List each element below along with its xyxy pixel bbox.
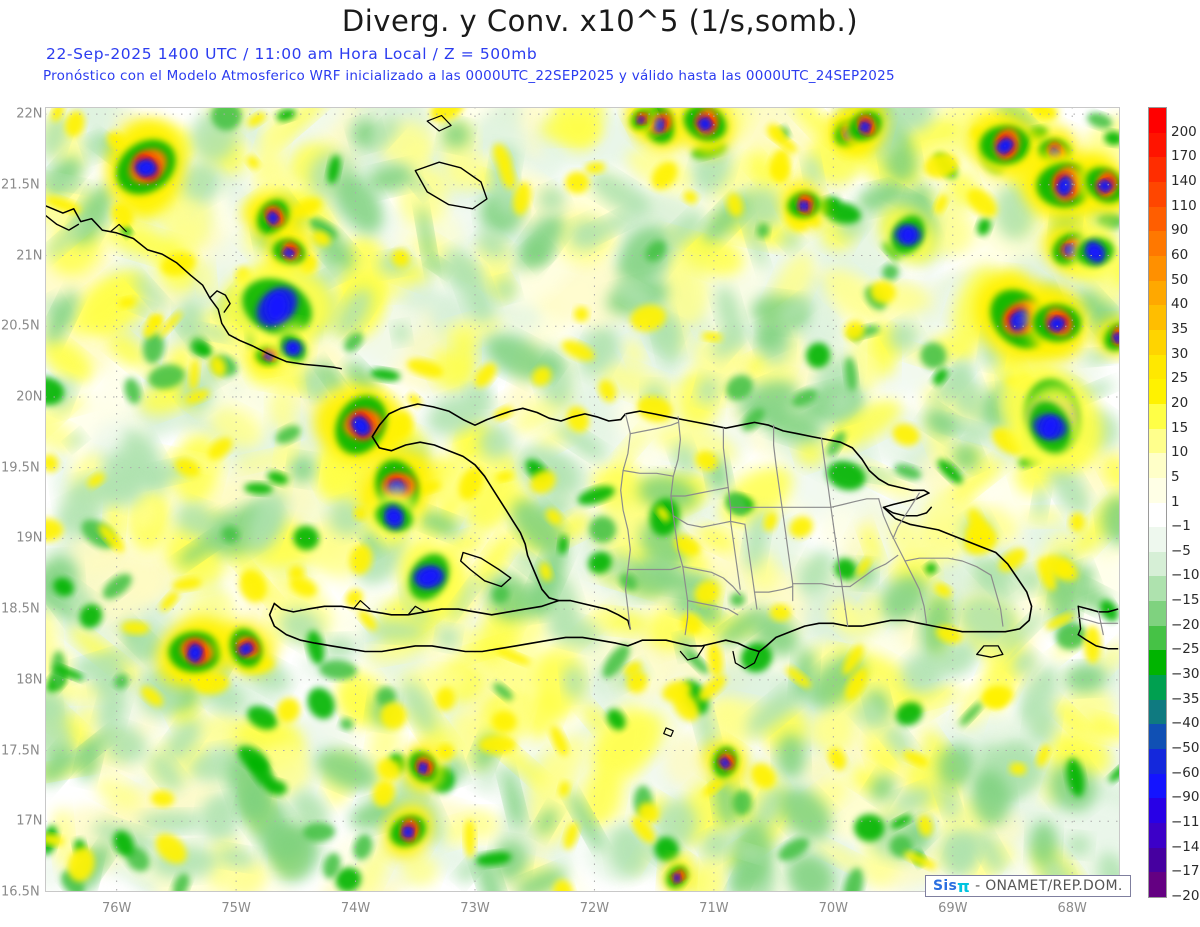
colorbar-tick--110: −110 — [1171, 814, 1200, 831]
logo-sis-text: Sis — [933, 878, 958, 894]
colorbar-tick--5: −5 — [1171, 542, 1191, 559]
colorbar-tick-50: 50 — [1171, 271, 1189, 288]
colorbar-segment — [1149, 255, 1166, 281]
colorbar-tick--1: −1 — [1171, 518, 1191, 535]
colorbar-segment — [1149, 502, 1166, 528]
colorbar-tick--20: −20 — [1171, 616, 1200, 633]
y-axis-tick-17N: 17N — [16, 813, 43, 829]
subtitle-valid-time: 22-Sep-2025 1400 UTC / 11:00 am Hora Loc… — [46, 45, 538, 63]
page-title: Diverg. y Conv. x10^5 (1/s,somb.) — [341, 4, 859, 38]
colorbar-tick--200: −200 — [1171, 888, 1200, 904]
subtitle-model-info: Pronóstico con el Modelo Atmosferico WRF… — [43, 68, 895, 84]
colorbar-tick--170: −170 — [1171, 863, 1200, 880]
colorbar-tick--60: −60 — [1171, 764, 1200, 781]
colorbar-tick-35: 35 — [1171, 320, 1189, 337]
colorbar-segment — [1149, 157, 1166, 182]
colorbar-segment — [1149, 329, 1166, 355]
logo-org-text: - ONAMET/REP.DOM. — [975, 878, 1123, 894]
colorbar-tick-40: 40 — [1171, 296, 1189, 313]
colorbar-segment — [1149, 551, 1166, 577]
y-axis-tick-19.5N: 19.5N — [1, 460, 40, 476]
colorbar-segment — [1149, 576, 1166, 602]
colorbar-segment — [1149, 206, 1166, 232]
colorbar-segment — [1149, 847, 1166, 873]
attribution-logo: Sis π - ONAMET/REP.DOM. — [925, 875, 1131, 897]
y-axis-tick-18.5N: 18.5N — [1, 601, 40, 617]
colorbar-segment — [1149, 280, 1166, 306]
colorbar-tick-1: 1 — [1171, 493, 1180, 510]
colorbar-tick--10: −10 — [1171, 567, 1200, 584]
colorbar-segment — [1149, 798, 1166, 824]
colorbar — [1148, 107, 1167, 898]
colorbar-tick-30: 30 — [1171, 345, 1189, 362]
colorbar-segment — [1149, 527, 1166, 552]
x-axis-tick-76W: 76W — [101, 901, 132, 916]
y-axis-tick-22N: 22N — [16, 106, 43, 122]
colorbar-segment — [1149, 675, 1166, 700]
colorbar-segment — [1149, 428, 1166, 454]
colorbar-tick-170: 170 — [1171, 148, 1197, 165]
colorbar-tick-20: 20 — [1171, 394, 1189, 411]
colorbar-tick--140: −140 — [1171, 838, 1200, 855]
x-axis-tick-71W: 71W — [699, 901, 729, 916]
colorbar-tick-5: 5 — [1171, 468, 1180, 485]
colorbar-segment — [1149, 403, 1166, 429]
colorbar-segment — [1149, 601, 1166, 626]
colorbar-tick--25: −25 — [1171, 641, 1200, 658]
colorbar-segment — [1149, 181, 1166, 207]
colorbar-tick-200: 200 — [1171, 123, 1197, 140]
colorbar-segment — [1149, 354, 1166, 380]
colorbar-tick-90: 90 — [1171, 222, 1189, 239]
logo-pi-icon: π — [957, 876, 971, 896]
colorbar-segment — [1149, 108, 1166, 133]
x-axis-tick-69W: 69W — [938, 901, 968, 916]
colorbar-tick--30: −30 — [1171, 666, 1200, 683]
colorbar-segment — [1149, 625, 1166, 651]
colorbar-tick-25: 25 — [1171, 370, 1189, 387]
colorbar-tick-15: 15 — [1171, 419, 1189, 436]
y-axis-tick-16.5N: 16.5N — [1, 884, 40, 900]
colorbar-segment — [1149, 379, 1166, 404]
colorbar-tick-60: 60 — [1171, 246, 1189, 263]
colorbar-segment — [1149, 773, 1166, 799]
colorbar-tick--50: −50 — [1171, 740, 1200, 757]
colorbar-tick--40: −40 — [1171, 715, 1200, 732]
y-axis-tick-21N: 21N — [16, 248, 43, 263]
y-axis-tick-19N: 19N — [16, 530, 43, 546]
colorbar-segment — [1149, 477, 1166, 503]
colorbar-segment — [1149, 453, 1166, 478]
colorbar-segment — [1149, 823, 1166, 848]
colorbar-tick-10: 10 — [1171, 444, 1189, 461]
colorbar-segment — [1149, 872, 1166, 897]
colorbar-segment — [1149, 231, 1166, 256]
colorbar-tick-140: 140 — [1171, 172, 1197, 189]
colorbar-tick--35: −35 — [1171, 690, 1200, 707]
y-axis-tick-21.5N: 21.5N — [1, 177, 40, 193]
x-axis-tick-74W: 74W — [340, 901, 371, 916]
x-axis-tick-68W: 68W — [1057, 901, 1087, 916]
y-axis-tick-20.5N: 20.5N — [1, 318, 40, 334]
colorbar-tick--15: −15 — [1171, 592, 1200, 609]
x-axis-tick-72W: 72W — [579, 901, 610, 916]
x-axis-tick-70W: 70W — [818, 901, 849, 916]
colorbar-segment — [1149, 132, 1166, 158]
y-axis-tick-20N: 20N — [16, 389, 43, 405]
y-axis-tick-18N: 18N — [16, 672, 43, 688]
x-axis-tick-75W: 75W — [221, 901, 251, 916]
y-axis-tick-17.5N: 17.5N — [1, 743, 40, 759]
colorbar-tick-110: 110 — [1171, 197, 1197, 214]
colorbar-segment — [1149, 699, 1166, 725]
colorbar-segment — [1149, 305, 1166, 330]
divergence-field-map — [45, 107, 1120, 892]
colorbar-segment — [1149, 749, 1166, 774]
x-axis-tick-73W: 73W — [460, 901, 490, 916]
colorbar-segment — [1149, 650, 1166, 676]
colorbar-segment — [1149, 724, 1166, 750]
map-plot-area — [45, 107, 1120, 892]
colorbar-tick--90: −90 — [1171, 789, 1200, 806]
